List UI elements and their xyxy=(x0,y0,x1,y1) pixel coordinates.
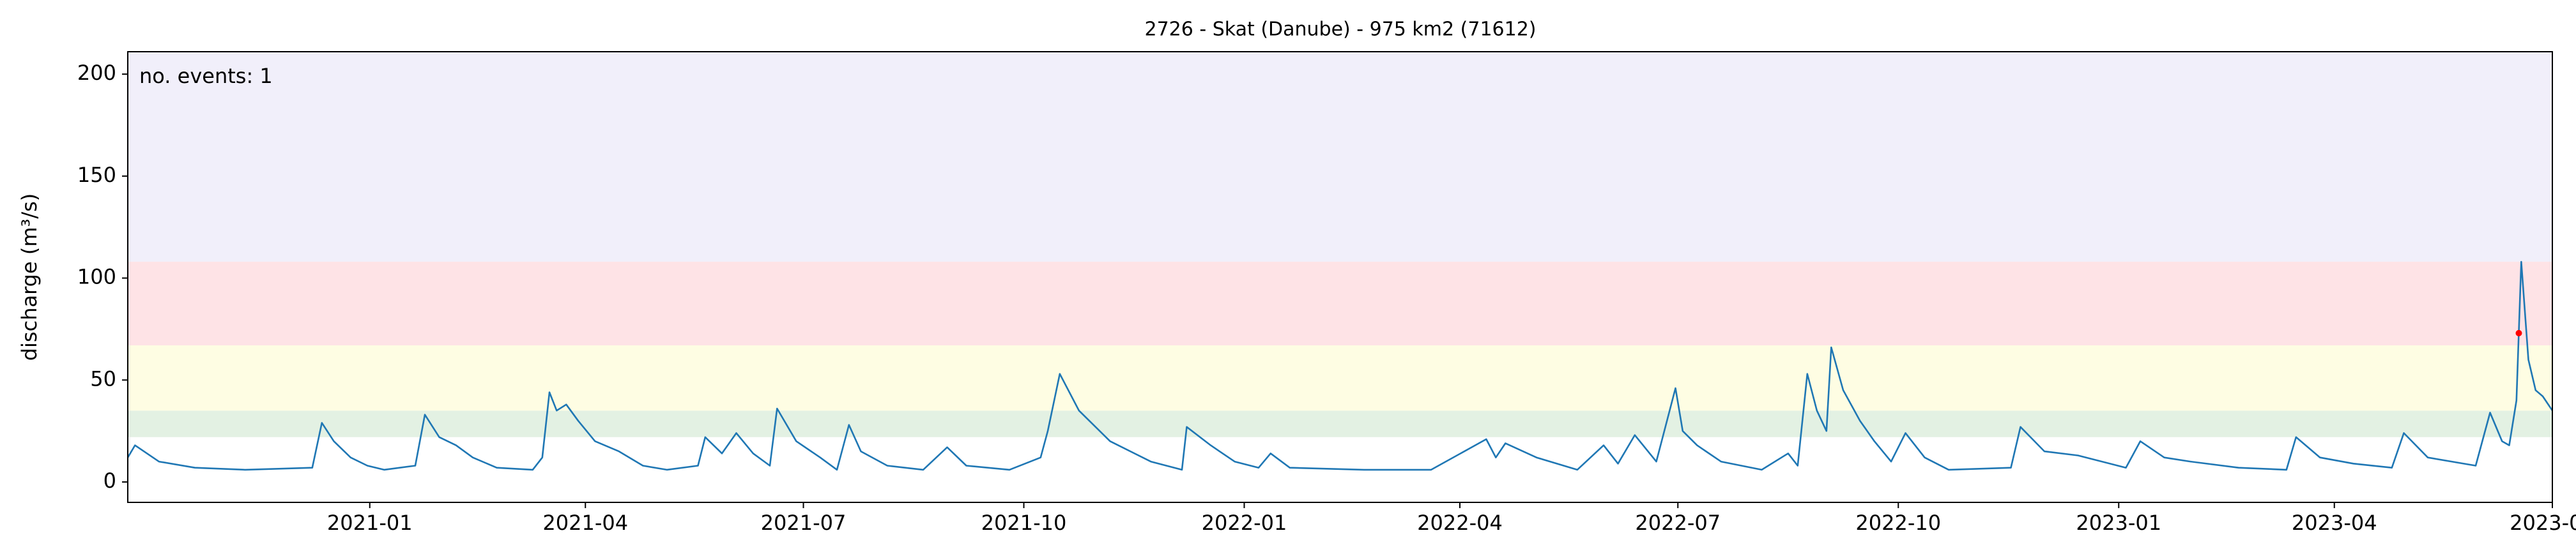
x-tick-label: 2022-01 xyxy=(1202,511,1287,535)
y-tick-label: 200 xyxy=(77,61,116,85)
threshold-band xyxy=(128,52,2552,262)
x-tick-label: 2023-04 xyxy=(2292,511,2377,535)
threshold-band xyxy=(128,345,2552,411)
y-tick-label: 50 xyxy=(90,366,116,391)
x-tick-label: 2023-01 xyxy=(2076,511,2161,535)
y-axis-label: discharge (m³/s) xyxy=(17,193,42,361)
x-tick-label: 2023-07 xyxy=(2510,511,2576,535)
x-tick-label: 2021-04 xyxy=(542,511,628,535)
x-tick-label: 2022-04 xyxy=(1417,511,1503,535)
threshold-band xyxy=(128,410,2552,437)
discharge-line xyxy=(126,260,2554,471)
chart-title: 2726 - Skat (Danube) - 975 km2 (71612) xyxy=(1145,19,1537,41)
y-tick-label: 0 xyxy=(103,469,116,493)
x-tick-label: 2021-10 xyxy=(981,511,1067,535)
plot-frame xyxy=(127,51,2553,503)
x-tick-label: 2021-01 xyxy=(327,511,413,535)
x-tick-label: 2022-10 xyxy=(1855,511,1941,535)
y-tick-label: 100 xyxy=(77,265,116,289)
x-tick-label: 2022-07 xyxy=(1635,511,1721,535)
event-marker xyxy=(2515,329,2522,336)
y-tick-label: 150 xyxy=(77,163,116,187)
threshold-band xyxy=(128,262,2552,346)
annotation: no. events: 1 xyxy=(139,64,273,88)
x-tick-label: 2021-07 xyxy=(761,511,847,535)
